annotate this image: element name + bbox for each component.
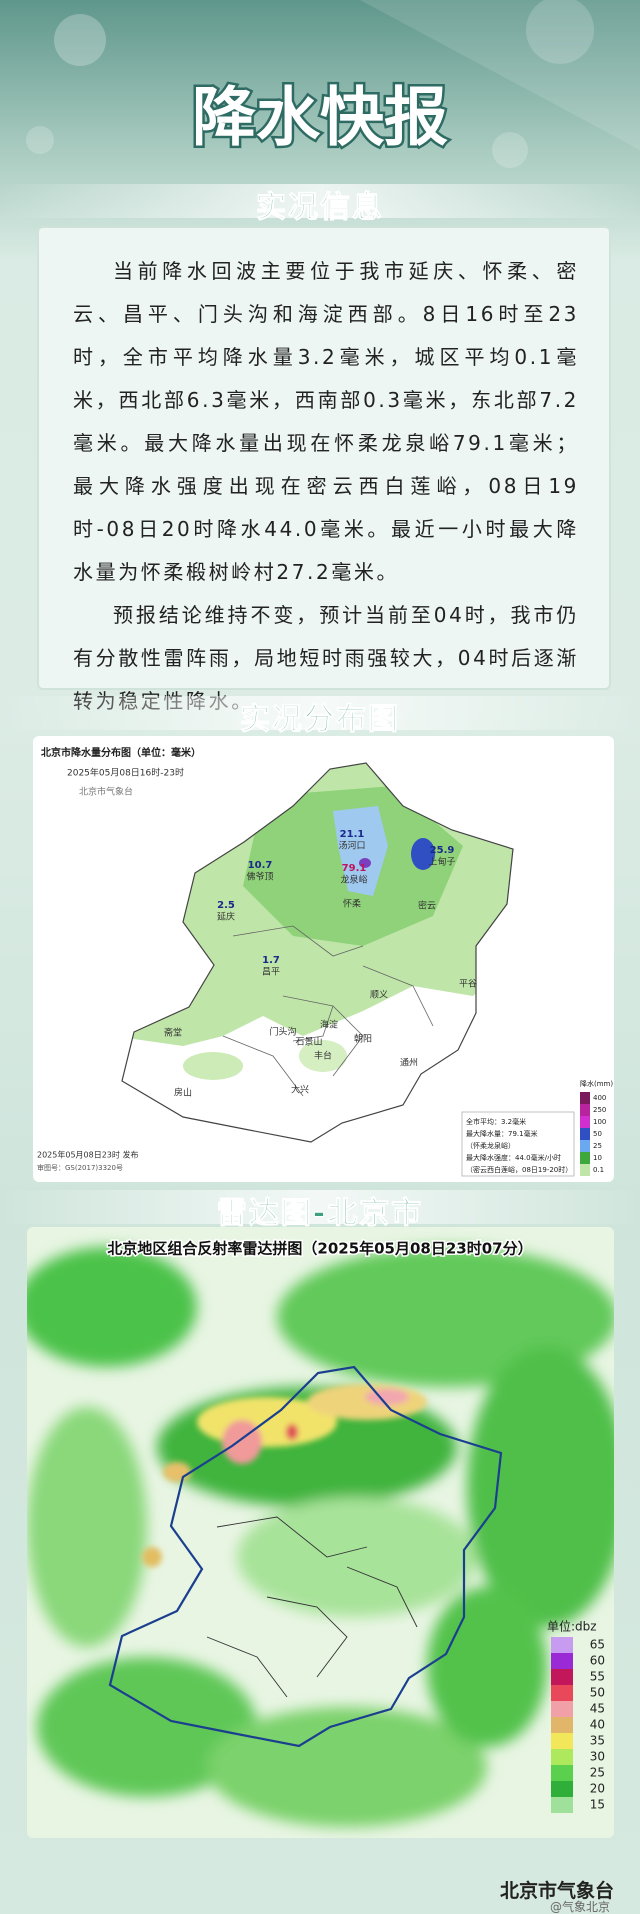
section-title: 实况分布图 — [240, 702, 400, 738]
station-value: 2.5 — [217, 900, 235, 911]
station-name: 上甸子 — [428, 856, 455, 868]
district-label: 朝阳 — [354, 1034, 372, 1045]
district-label: 顺义 — [370, 990, 388, 1001]
heading-band — [0, 184, 640, 218]
scale-swatch — [551, 1749, 573, 1765]
scale-swatch — [580, 1152, 590, 1164]
scale-swatch — [580, 1128, 590, 1140]
section-title: 实况信息 — [256, 190, 384, 226]
scale-label: 25 — [593, 1142, 602, 1150]
summary-line: 最大降水量：79.1毫米 — [466, 1129, 538, 1138]
paragraph: 当前降水回波主要位于我市延庆、怀柔、密云、昌平、门头沟和海淀西部。8日16时至2… — [73, 259, 579, 584]
scale-label: 60 — [590, 1654, 605, 1668]
scale-swatch — [580, 1140, 590, 1152]
scale-label: 20 — [590, 1782, 605, 1796]
heading-band — [0, 1190, 640, 1224]
scale-label: 50 — [590, 1686, 605, 1700]
footer-source: 北京市气象台 — [499, 1880, 614, 1902]
map-approval: 审图号：GS(2017)3320号 — [37, 1163, 123, 1172]
station-value: 1.7 — [262, 955, 280, 966]
station-value: 79.1 — [342, 863, 367, 874]
map-period: 2025年05月08日16时-23时 — [67, 767, 184, 779]
scale-swatch — [551, 1717, 573, 1733]
district-label: 怀柔 — [343, 898, 361, 910]
district-label: 房山 — [174, 1087, 192, 1099]
radar-title: 北京地区组合反射率雷达拼图（2025年05月08日23时07分） — [107, 1240, 532, 1258]
scale-label: 45 — [590, 1702, 605, 1716]
scale-swatch — [551, 1797, 573, 1813]
heading-band — [0, 696, 640, 730]
section-title: 雷达图-北京市 — [216, 1196, 424, 1232]
radar-unit: 单位:dbz — [547, 1619, 597, 1634]
map-agency: 北京市气象台 — [79, 786, 133, 798]
header-art: 降水快报 — [26, 0, 640, 168]
summary-line: （怀柔龙泉峪） — [466, 1141, 515, 1150]
scale-label: 30 — [590, 1750, 605, 1764]
scale-swatch — [551, 1669, 573, 1685]
text-box: 当前降水回波主要位于我市延庆、怀柔、密云、昌平、门头沟和海淀西部。8日16时至2… — [37, 226, 611, 713]
district-label: 密云 — [418, 900, 436, 912]
summary-line: （密云西白莲峪，08日19-20时） — [466, 1165, 572, 1174]
scale-label: 0.1 — [593, 1166, 604, 1174]
scale-label: 40 — [590, 1718, 605, 1732]
scale-label: 100 — [593, 1118, 606, 1126]
scale-swatch — [551, 1685, 573, 1701]
station-name: 佛爷顶 — [246, 871, 273, 883]
scale-swatch — [551, 1765, 573, 1781]
district-label: 通州 — [400, 1058, 418, 1069]
station-name: 延庆 — [217, 911, 235, 923]
scale-label: 25 — [590, 1766, 605, 1780]
scale-swatch — [580, 1104, 590, 1116]
scale-swatch — [580, 1164, 590, 1176]
scale-label: 250 — [593, 1106, 606, 1114]
scale-label: 10 — [593, 1154, 602, 1162]
scale-label: 400 — [593, 1094, 606, 1102]
station-value: 10.7 — [248, 860, 273, 871]
precip-map: 北京市降水量分布图（单位：毫米） 2025年05月08日16时-23时 北京市气… — [33, 736, 614, 1182]
scale-swatch — [551, 1781, 573, 1797]
scale-label: 35 — [590, 1734, 605, 1748]
scale-swatch — [551, 1701, 573, 1717]
map-title: 北京市降水量分布图（单位：毫米） — [41, 746, 201, 759]
district-label: 石景山 — [295, 1037, 322, 1048]
scale-swatch — [551, 1637, 573, 1653]
map-issued: 2025年05月08日23时 发布 — [37, 1150, 138, 1160]
radar-map: 北京地区组合反射率雷达拼图（2025年05月08日23时07分） 单位:dbz … — [27, 1227, 614, 1838]
scale-label: 15 — [590, 1798, 605, 1812]
district-label: 门头沟 — [269, 1026, 296, 1038]
district-label: 海淀 — [320, 1019, 338, 1031]
watermark: @气象北京 — [549, 1900, 610, 1914]
scale-swatch — [551, 1733, 573, 1749]
station-name: 汤河口 — [338, 840, 365, 852]
summary-line: 最大降水强度：44.0毫米/小时 — [466, 1153, 561, 1162]
scale-label: 55 — [590, 1670, 605, 1684]
scale-label: 65 — [590, 1638, 605, 1652]
page-title: 降水快报 — [192, 82, 448, 156]
scale-swatch — [580, 1092, 590, 1104]
summary-line: 全市平均：3.2毫米 — [466, 1117, 526, 1126]
scale-label: 50 — [593, 1130, 602, 1138]
scale-title: 降水(mm) — [580, 1079, 613, 1088]
district-label: 大兴 — [291, 1084, 309, 1096]
district-label: 丰台 — [314, 1050, 332, 1062]
station-value: 21.1 — [340, 829, 365, 840]
station-value: 25.9 — [430, 845, 455, 856]
district-label: 平谷 — [459, 979, 477, 990]
scale-swatch — [580, 1116, 590, 1128]
station-name: 昌平 — [262, 967, 280, 978]
scale-swatch — [551, 1653, 573, 1669]
station-name: 龙泉峪 — [340, 874, 367, 886]
district-label: 斋堂 — [164, 1027, 182, 1039]
